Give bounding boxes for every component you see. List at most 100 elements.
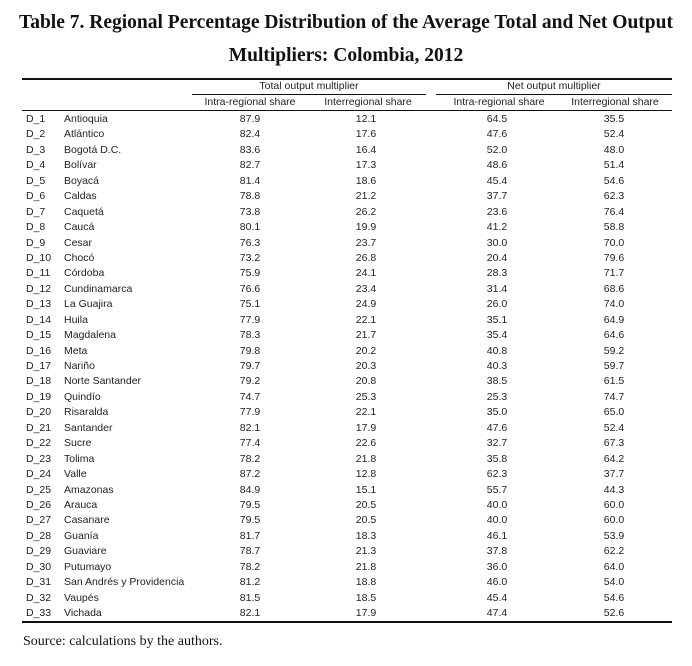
region-name: Caldas [64, 190, 97, 203]
net-intra-value: 40.8 [486, 344, 508, 357]
net-intra-value: 40.0 [486, 498, 508, 511]
region-code: D_16 [26, 344, 52, 357]
region-code: D_5 [26, 174, 46, 187]
net-inter-value: 37.7 [603, 468, 625, 481]
net-intra-value: 35.8 [486, 452, 508, 465]
total-inter-value: 23.4 [355, 282, 377, 295]
total-inter-value: 24.1 [355, 267, 377, 280]
net-intra-value: 26.0 [486, 298, 508, 311]
table-row: D_33 Vichada 82.1 17.9 47.4 52.6 [0, 606, 692, 621]
net-intra-value: 30.0 [486, 236, 508, 249]
table-row: D_16 Meta 79.8 20.2 40.8 59.2 [0, 344, 692, 359]
net-intra-value: 40.0 [486, 514, 508, 527]
table-row: D_31 San Andrés y Providencia 81.2 18.8 46.0… [0, 575, 692, 590]
region-code: D_19 [26, 390, 52, 403]
total-intra-value: 81.2 [239, 576, 261, 589]
region-name: Bolívar [64, 159, 97, 172]
region-code: D_33 [26, 607, 52, 619]
total-inter-value: 21.3 [355, 545, 377, 558]
region-name: Meta [64, 344, 88, 357]
table-row: D_22 Sucre 77.4 22.6 32.7 67.3 [0, 436, 692, 451]
region-name: Caucá [64, 221, 95, 234]
net-intra-value: 35.0 [486, 406, 508, 419]
net-intra-value: 20.4 [486, 251, 508, 264]
net-intra-value: 35.4 [486, 329, 508, 342]
table-row: D_1 Antioquia 87.9 12.1 64.5 35.5 [0, 112, 692, 127]
total-intra-value: 83.6 [239, 143, 261, 156]
total-inter-value: 12.1 [355, 113, 377, 125]
net-inter-value: 54.6 [603, 174, 625, 187]
table-title-line-1: Table 7. Regional Percentage Distributio… [19, 12, 673, 33]
total-inter-value: 23.7 [355, 236, 377, 249]
total-inter-value: 24.9 [355, 298, 377, 311]
total-intra-value: 79.5 [239, 498, 261, 511]
net-intra-value: 38.5 [486, 375, 508, 388]
group-rule-total [192, 94, 426, 95]
total-inter-value: 26.2 [355, 205, 377, 218]
region-name: Atlántico [64, 128, 105, 141]
total-inter-value: 16.4 [355, 143, 377, 156]
region-code: D_14 [26, 313, 52, 326]
net-intra-value: 36.0 [486, 560, 508, 573]
table-row: D_23 Tolima 78.2 21.8 35.8 64.2 [0, 452, 692, 467]
region-code: D_4 [26, 159, 46, 172]
bottom-rule [22, 621, 672, 623]
table-row: D_3 Bogotá D.C. 83.6 16.4 52.0 48.0 [0, 143, 692, 158]
total-inter-value: 21.8 [355, 452, 377, 465]
region-code: D_17 [26, 360, 52, 372]
region-code: D_30 [26, 560, 52, 573]
total-inter-value: 20.5 [355, 514, 377, 527]
net-inter-value: 64.0 [603, 560, 625, 573]
region-code: D_20 [26, 406, 52, 419]
table-title-line-2: Multipliers: Colombia, 2012 [228, 45, 464, 66]
total-inter-value: 18.5 [355, 591, 377, 604]
net-intra-value: 23.6 [486, 205, 508, 218]
net-inter-value: 64.9 [603, 313, 625, 326]
region-name: Casanare [64, 514, 110, 527]
net-intra-value: 62.3 [486, 468, 508, 481]
table-row: D_24 Valle 87.2 12.8 62.3 37.7 [0, 467, 692, 482]
table-row: D_20 Risaralda 77.9 22.1 35.0 65.0 [0, 405, 692, 420]
region-code: D_22 [26, 437, 52, 450]
region-name: Sucre [64, 437, 92, 450]
region-code: D_23 [26, 452, 52, 465]
total-inter-value: 17.3 [355, 159, 377, 172]
net-inter-value: 52.4 [603, 421, 625, 434]
table-row: D_15 Magdalena 78.3 21.7 35.4 64.6 [0, 328, 692, 343]
total-intra-value: 81.4 [239, 174, 261, 187]
total-intra-value: 73.2 [239, 251, 261, 264]
table-body: D_1 Antioquia 87.9 12.1 64.5 35.5 D_2 Atlántico… [0, 112, 692, 621]
net-inter-value: 58.8 [603, 221, 625, 234]
net-intra-value: 45.4 [486, 174, 508, 187]
net-intra-value: 47.6 [486, 421, 508, 434]
region-name: Caquetá [64, 205, 104, 218]
region-code: D_25 [26, 483, 52, 496]
table-row: D_21 Santander 82.1 17.9 47.6 52.4 [0, 421, 692, 436]
region-name: Guanía [64, 529, 99, 542]
total-inter-value: 12.8 [355, 468, 377, 481]
total-inter-value: 18.3 [355, 529, 377, 542]
table-row: D_30 Putumayo 78.2 21.8 36.0 64.0 [0, 560, 692, 575]
net-inter-value: 48.0 [603, 143, 625, 156]
region-code: D_10 [26, 251, 52, 264]
net-intra-value: 31.4 [486, 282, 508, 295]
region-name: Huila [64, 313, 88, 326]
net-inter-value: 64.2 [603, 452, 625, 465]
net-intra-value: 46.0 [486, 576, 508, 589]
table-row: D_2 Atlántico 82.4 17.6 47.6 52.4 [0, 127, 692, 142]
region-code: D_9 [26, 236, 46, 249]
total-inter-value: 21.7 [355, 329, 377, 342]
region-name: Putumayo [64, 560, 112, 573]
total-intra-value: 82.1 [239, 421, 261, 434]
region-name: San Andrés y Providencia [64, 576, 185, 589]
source-note: Source: calculations by the authors. [23, 634, 223, 649]
total-intra-value: 78.8 [239, 190, 261, 203]
net-inter-value: 51.4 [603, 159, 625, 172]
net-intra-value: 41.2 [486, 221, 508, 234]
group-header-total-output: Total output multiplier [259, 80, 359, 92]
table-row: D_13 La Guajira 75.1 24.9 26.0 74.0 [0, 297, 692, 312]
total-inter-value: 17.9 [355, 607, 377, 619]
table-row: D_32 Vaupés 81.5 18.5 45.4 54.6 [0, 591, 692, 606]
total-inter-value: 25.3 [355, 390, 377, 403]
net-inter-value: 62.2 [603, 545, 625, 558]
